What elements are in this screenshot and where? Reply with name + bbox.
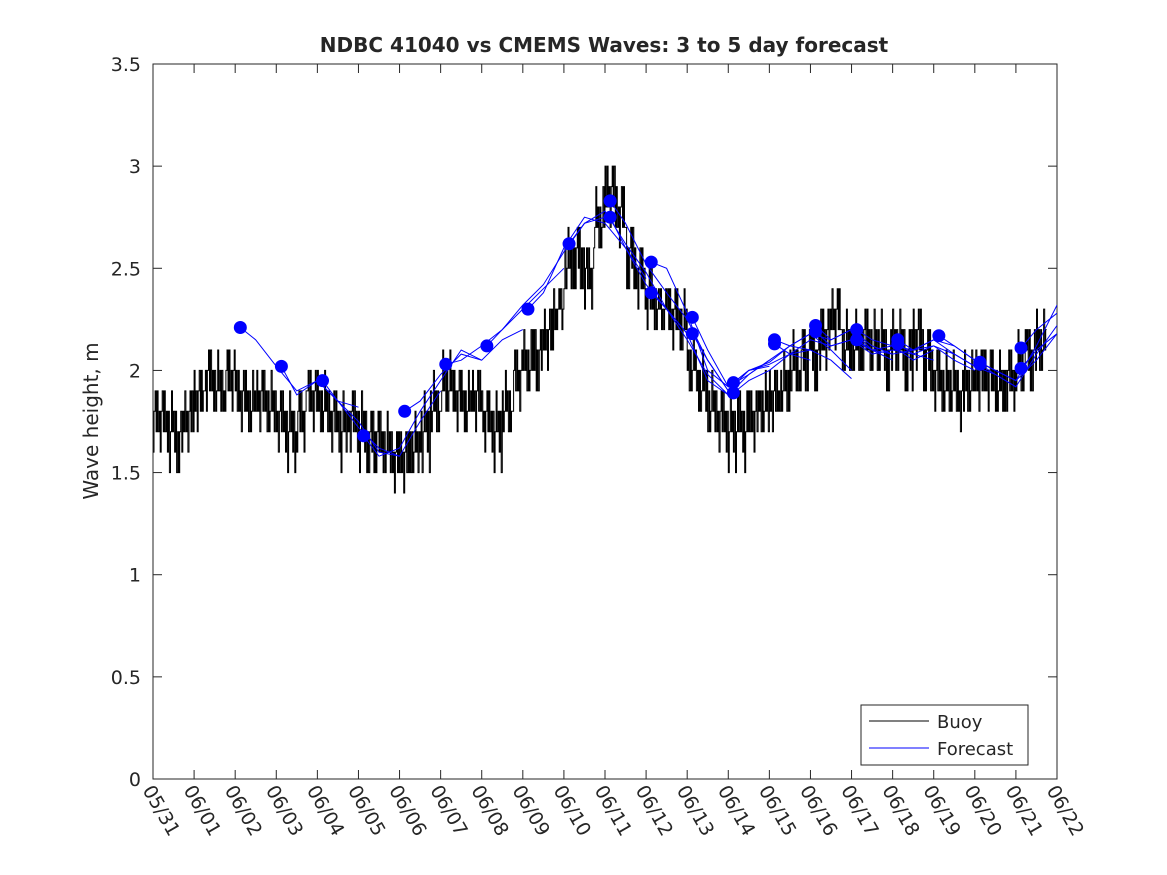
buoy-series-line [153,165,1047,494]
forecast-start-point [1014,361,1028,375]
forecast-start-point [562,237,576,251]
legend-box [860,704,1029,766]
forecast-start-point [726,376,740,390]
forecast-start-point [726,386,740,400]
forecast-start-point [521,302,535,316]
y-tick-label: 3.5 [111,54,141,76]
forecast-start-point [398,404,412,418]
forecast-start-point [274,359,288,373]
y-tick-label: 1.5 [111,463,141,485]
forecast-start-point [1014,341,1028,355]
forecast-start-point [768,337,781,351]
y-tick-label: 1 [129,565,141,587]
forecast-start-point [809,325,823,339]
y-axis-label: Wave height, m [79,342,103,499]
forecast-start-point [603,194,617,208]
forecast-start-point [932,329,946,343]
forecast-run-line [979,304,1057,382]
forecast-start-point [439,357,453,371]
forecast-run-line [322,380,442,457]
y-tick-label: 0 [129,769,141,791]
forecast-start-point [973,357,987,371]
y-tick-label: 2 [129,360,141,382]
forecast-start-point [685,310,699,324]
forecast-start-point [357,429,371,443]
forecast-run-line [404,329,524,412]
forecast-start-point [233,321,247,335]
legend: Buoy Forecast [860,704,1029,766]
y-tick-label: 3 [129,156,141,178]
y-tick-label: 2.5 [111,258,141,280]
forecast-start-point [644,255,658,269]
chart-title: NDBC 41040 vs CMEMS Waves: 3 to 5 day fo… [320,33,889,57]
forecast-start-point [891,337,905,351]
forecast-run-line [1020,333,1057,369]
forecast-start-point [603,210,617,224]
legend-label-buoy: Buoy [937,712,983,733]
forecast-start-point [850,323,864,337]
forecast-run-line [1020,312,1057,349]
forecast-start-point [316,374,329,388]
forecast-start-point [850,333,864,347]
forecast-start-point [480,339,494,353]
forecast-run-line [363,349,482,457]
forecast-start-point [644,286,658,300]
y-tick-label: 0.5 [111,667,141,689]
forecast-start-point [685,327,699,341]
legend-label-forecast: Forecast [937,739,1013,760]
